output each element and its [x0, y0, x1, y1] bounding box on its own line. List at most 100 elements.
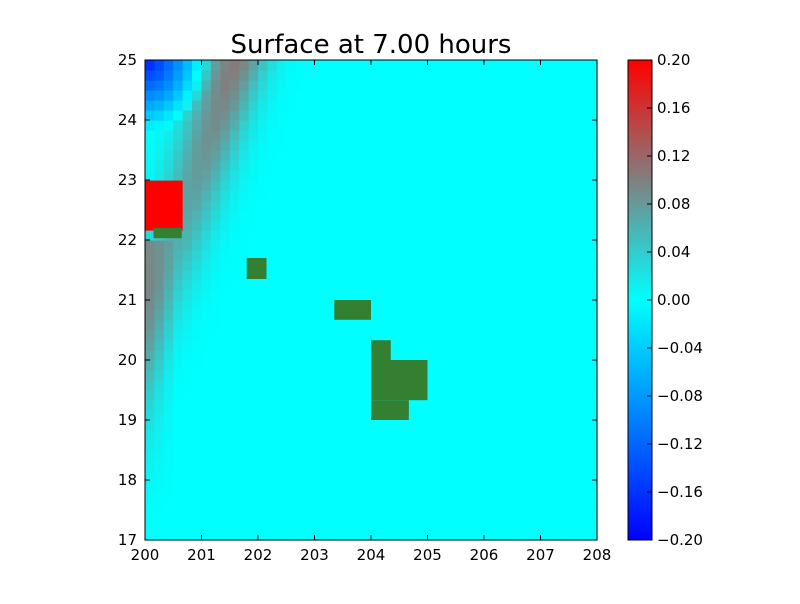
heatmap-cell — [446, 60, 457, 71]
heatmap-cell — [587, 120, 598, 131]
heatmap-cell — [182, 170, 193, 181]
heatmap-cell — [333, 150, 344, 161]
heatmap-cell — [248, 490, 259, 501]
heatmap-cell — [267, 380, 278, 391]
heatmap-cell — [145, 270, 156, 281]
heatmap-cell — [267, 150, 278, 161]
heatmap-cell — [465, 170, 476, 181]
heatmap-cell — [418, 90, 429, 101]
heatmap-cell — [502, 320, 513, 331]
heatmap-cell — [305, 380, 316, 391]
heatmap-cell — [173, 340, 184, 351]
heatmap-cell — [568, 200, 579, 211]
heatmap-cell — [455, 470, 466, 481]
heatmap-cell — [361, 450, 372, 461]
heatmap-cell — [182, 250, 193, 261]
heatmap-cell — [531, 480, 542, 491]
heatmap-cell — [446, 450, 457, 461]
heatmap-cell — [248, 190, 259, 201]
heatmap-cell — [493, 200, 504, 211]
heatmap-cell — [502, 190, 513, 201]
heatmap-cell — [549, 370, 560, 381]
heatmap-cell — [361, 410, 372, 421]
heatmap-cell — [201, 70, 212, 81]
heatmap-cell — [286, 160, 297, 171]
heatmap-cell — [145, 370, 156, 381]
heatmap-cell — [145, 60, 156, 71]
colorbar-tick-label: −0.12 — [657, 435, 703, 453]
heatmap-cell — [521, 400, 532, 411]
heatmap-cell — [399, 130, 410, 141]
heatmap-cell — [163, 180, 174, 191]
heatmap-cell — [323, 250, 334, 261]
heatmap-cell — [323, 310, 334, 321]
heatmap-cell — [352, 470, 363, 481]
heatmap-cell — [399, 230, 410, 241]
heatmap-cell — [361, 210, 372, 221]
heatmap-cell — [559, 320, 570, 331]
heatmap-cell — [258, 370, 269, 381]
heatmap-cell — [559, 330, 570, 341]
heatmap-cell — [371, 300, 382, 311]
heatmap-cell — [305, 200, 316, 211]
heatmap-cell — [427, 60, 438, 71]
heatmap-cell — [484, 400, 495, 411]
heatmap-cell — [540, 380, 551, 391]
heatmap-cell — [229, 90, 240, 101]
heatmap-cell — [295, 130, 306, 141]
heatmap-cell — [163, 250, 174, 261]
heatmap-cell — [173, 270, 184, 281]
heatmap-cell — [587, 410, 598, 421]
heatmap-cell — [540, 250, 551, 261]
heatmap-cell — [182, 440, 193, 451]
heatmap-cell — [531, 410, 542, 421]
heatmap-cell — [145, 440, 156, 451]
heatmap-cell — [559, 240, 570, 251]
heatmap-cell — [220, 450, 231, 461]
heatmap-cell — [163, 350, 174, 361]
heatmap-cell — [540, 370, 551, 381]
heatmap-cell — [239, 530, 250, 541]
heatmap-cell — [408, 180, 419, 191]
heatmap-cell — [502, 70, 513, 81]
heatmap-cell — [163, 220, 174, 231]
heatmap-cell — [455, 110, 466, 121]
heatmap-cell — [465, 110, 476, 121]
heatmap-cell — [465, 520, 476, 531]
heatmap-cell — [540, 440, 551, 451]
heatmap-cell — [540, 110, 551, 121]
heatmap-cell — [474, 320, 485, 331]
heatmap-cell — [210, 360, 221, 371]
heatmap-cell — [210, 350, 221, 361]
heatmap-cell — [220, 280, 231, 291]
heatmap-cell — [163, 470, 174, 481]
heatmap-cell — [531, 500, 542, 511]
heatmap-cell — [258, 150, 269, 161]
heatmap-cell — [371, 180, 382, 191]
heatmap-cell — [267, 180, 278, 191]
heatmap-cell — [248, 480, 259, 491]
heatmap-cell — [276, 210, 287, 221]
y-tick-label: 18 — [118, 471, 137, 489]
heatmap-cell — [465, 360, 476, 371]
heatmap-cell — [210, 250, 221, 261]
heatmap-cell — [559, 250, 570, 261]
heatmap-cell — [295, 70, 306, 81]
heatmap-cell — [474, 140, 485, 151]
heatmap-cell — [549, 490, 560, 501]
heatmap-cell — [267, 340, 278, 351]
heatmap-cell — [587, 390, 598, 401]
heatmap-cell — [173, 60, 184, 71]
heatmap-cell — [305, 220, 316, 231]
heatmap-cell — [455, 410, 466, 421]
heatmap-cell — [314, 460, 325, 471]
heatmap-cell — [239, 520, 250, 531]
heatmap-cell — [314, 320, 325, 331]
heatmap-cell — [389, 340, 400, 351]
heatmap-cell — [333, 280, 344, 291]
heatmap-cell — [276, 270, 287, 281]
heatmap-cell — [502, 170, 513, 181]
heatmap-cell — [210, 480, 221, 491]
heatmap-cell — [154, 330, 165, 341]
colorbar-tick-label: 0.08 — [657, 195, 690, 213]
